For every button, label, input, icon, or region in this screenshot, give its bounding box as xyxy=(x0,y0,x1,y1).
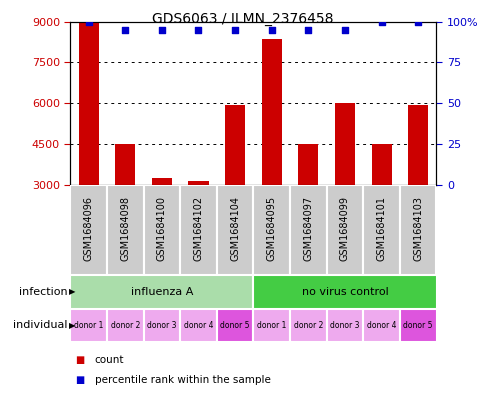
Text: GSM1684097: GSM1684097 xyxy=(302,196,313,261)
Bar xyxy=(326,309,363,342)
Bar xyxy=(261,39,281,185)
Point xyxy=(85,18,92,25)
Bar xyxy=(188,181,208,185)
Text: ▶: ▶ xyxy=(69,321,75,330)
Bar xyxy=(399,185,436,275)
Text: ■: ■ xyxy=(75,375,84,385)
Bar xyxy=(106,309,143,342)
Text: GSM1684100: GSM1684100 xyxy=(156,196,166,261)
Text: donor 2: donor 2 xyxy=(110,321,140,330)
Bar xyxy=(253,185,289,275)
Text: donor 5: donor 5 xyxy=(220,321,249,330)
Text: GSM1684104: GSM1684104 xyxy=(229,196,240,261)
Point xyxy=(231,27,239,33)
Text: donor 4: donor 4 xyxy=(366,321,395,330)
Point xyxy=(413,18,421,25)
Point xyxy=(304,27,312,33)
Bar xyxy=(216,309,253,342)
Text: GSM1684102: GSM1684102 xyxy=(193,196,203,261)
Bar xyxy=(143,309,180,342)
Text: GSM1684098: GSM1684098 xyxy=(120,196,130,261)
Bar xyxy=(78,22,99,185)
Text: donor 5: donor 5 xyxy=(403,321,432,330)
Text: donor 2: donor 2 xyxy=(293,321,322,330)
Text: no virus control: no virus control xyxy=(301,287,388,297)
Bar xyxy=(253,275,436,309)
Text: donor 1: donor 1 xyxy=(74,321,103,330)
Bar xyxy=(70,309,106,342)
Bar xyxy=(180,185,216,275)
Bar xyxy=(371,144,391,185)
Bar xyxy=(289,309,326,342)
Point xyxy=(194,27,202,33)
Text: ▶: ▶ xyxy=(69,287,75,296)
Text: GSM1684103: GSM1684103 xyxy=(412,196,423,261)
Text: donor 3: donor 3 xyxy=(147,321,176,330)
Bar xyxy=(225,105,245,185)
Text: GSM1684095: GSM1684095 xyxy=(266,196,276,261)
Bar xyxy=(298,144,318,185)
Bar xyxy=(334,103,354,185)
Bar xyxy=(115,144,135,185)
Bar xyxy=(326,185,363,275)
Bar xyxy=(363,185,399,275)
Text: donor 4: donor 4 xyxy=(183,321,213,330)
Point xyxy=(121,27,129,33)
Bar xyxy=(151,178,172,185)
Bar xyxy=(70,275,253,309)
Bar xyxy=(70,185,106,275)
Bar xyxy=(289,185,326,275)
Text: donor 1: donor 1 xyxy=(257,321,286,330)
Point xyxy=(158,27,166,33)
Point xyxy=(340,27,348,33)
Text: ■: ■ xyxy=(75,355,84,365)
Point xyxy=(267,27,275,33)
Text: influenza A: influenza A xyxy=(130,287,193,297)
Text: individual: individual xyxy=(14,320,68,330)
Bar xyxy=(407,105,427,185)
Bar xyxy=(216,185,253,275)
Bar xyxy=(363,309,399,342)
Text: GSM1684101: GSM1684101 xyxy=(376,196,386,261)
Text: count: count xyxy=(94,355,124,365)
Text: GSM1684099: GSM1684099 xyxy=(339,196,349,261)
Text: GSM1684096: GSM1684096 xyxy=(83,196,93,261)
Bar xyxy=(106,185,143,275)
Bar xyxy=(399,309,436,342)
Point xyxy=(377,18,385,25)
Bar xyxy=(143,185,180,275)
Text: percentile rank within the sample: percentile rank within the sample xyxy=(94,375,270,385)
Bar xyxy=(253,309,289,342)
Text: GDS6063 / ILMN_2376458: GDS6063 / ILMN_2376458 xyxy=(151,12,333,26)
Text: donor 3: donor 3 xyxy=(330,321,359,330)
Text: infection: infection xyxy=(19,287,68,297)
Bar xyxy=(180,309,216,342)
